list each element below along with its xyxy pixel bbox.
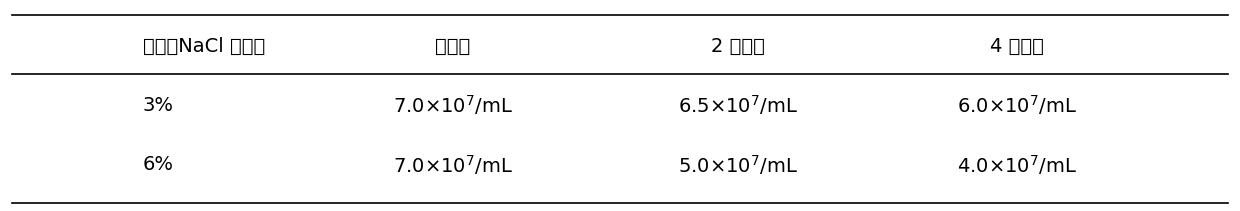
Text: 2 小时后: 2 小时后: [711, 37, 765, 56]
Text: 6.5×10$^{7}$/mL: 6.5×10$^{7}$/mL: [678, 93, 797, 118]
Text: 6.0×10$^{7}$/mL: 6.0×10$^{7}$/mL: [957, 93, 1076, 118]
Text: 7.0×10$^{7}$/mL: 7.0×10$^{7}$/mL: [393, 93, 512, 118]
Text: 测试前: 测试前: [435, 37, 470, 56]
Text: 7.0×10$^{7}$/mL: 7.0×10$^{7}$/mL: [393, 153, 512, 177]
Text: 3%: 3%: [143, 96, 174, 115]
Text: 6%: 6%: [143, 155, 174, 174]
Text: 4.0×10$^{7}$/mL: 4.0×10$^{7}$/mL: [957, 153, 1076, 177]
Text: 4 小时后: 4 小时后: [990, 37, 1044, 56]
Text: 5.0×10$^{7}$/mL: 5.0×10$^{7}$/mL: [678, 153, 797, 177]
Text: 盐度（NaCl 含量）: 盐度（NaCl 含量）: [143, 37, 265, 56]
